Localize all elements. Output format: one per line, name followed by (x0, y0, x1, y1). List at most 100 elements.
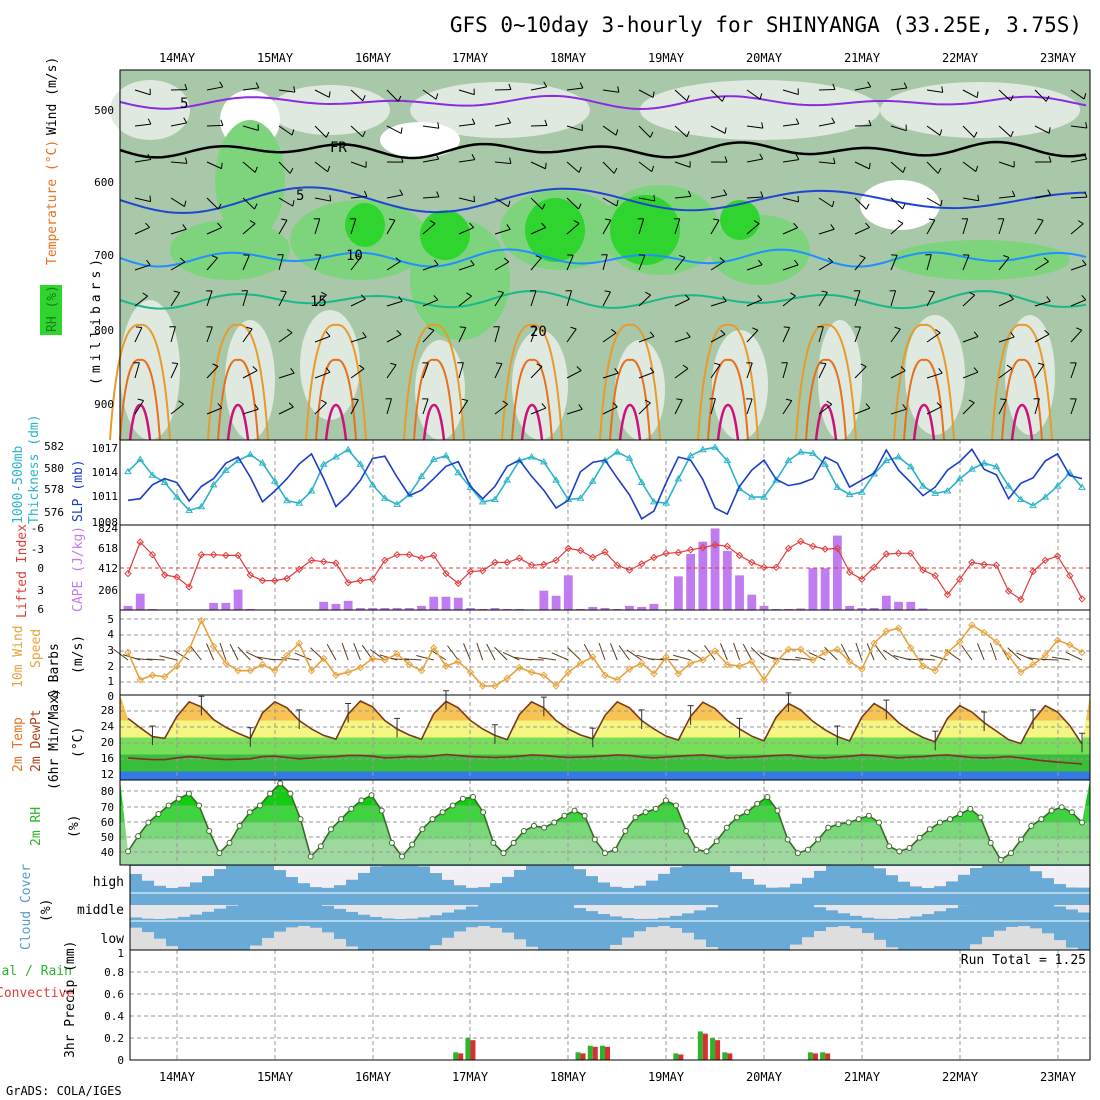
wind-barb (566, 125, 583, 132)
precip-total-bar (600, 1045, 605, 1060)
wind-barb (551, 652, 569, 661)
rh-contour (420, 210, 470, 260)
wind-barb (494, 261, 510, 271)
wind-barb-flag (795, 154, 800, 160)
wind-barb-flag (1048, 156, 1052, 163)
cloud-middle-gap (898, 905, 910, 919)
wind-barb-flag (320, 399, 327, 404)
rh-point (216, 850, 223, 857)
rh-point (987, 839, 994, 846)
cloud-low-gap (634, 931, 646, 950)
wind-barb (710, 398, 716, 415)
thickness-point (760, 493, 768, 500)
rh-point (967, 805, 974, 812)
cloud-low-gap (1006, 926, 1018, 950)
wind-barb (361, 644, 374, 661)
wind-barb (353, 643, 361, 661)
wind-barb (638, 89, 654, 98)
wind-barb-flag (390, 362, 397, 366)
wind-barb (566, 328, 577, 343)
wind-barb-flag (578, 203, 582, 210)
temperature-contour (599, 323, 661, 441)
temperature-contour (814, 403, 838, 441)
wind-barb (1070, 362, 1077, 379)
temperature-contour (520, 403, 544, 441)
wind-barb-flag (352, 398, 359, 401)
date-label: 15MAY (257, 51, 294, 65)
thickness-point (637, 478, 646, 485)
cloud-middle-gap (814, 905, 826, 908)
wind-barb (602, 291, 611, 307)
wind-barb (854, 326, 861, 343)
wind-barb (206, 326, 213, 343)
rh-point (470, 794, 477, 800)
date-label: 21MAY (844, 51, 881, 65)
rh-point (784, 836, 791, 843)
wind-barb (242, 161, 256, 173)
lifted-index-point (332, 559, 340, 567)
wind-barb (494, 122, 511, 127)
wind-barb-flag (686, 95, 690, 101)
cloud-low-gap (862, 933, 874, 950)
wind-barb (687, 649, 704, 661)
cloud-low-gap (802, 937, 814, 950)
cape-bar (233, 589, 243, 610)
wind-barb (458, 123, 475, 127)
wind-speed-point (393, 650, 401, 658)
cape-bar (845, 605, 855, 610)
wind-barb-flag (720, 329, 726, 335)
wind-barb (369, 649, 386, 661)
lifted-index-point (307, 556, 316, 565)
cloud-low-gap (874, 939, 886, 950)
rh-tick: 50 (101, 831, 114, 844)
lifted-index-point (344, 578, 352, 587)
cape-bar (735, 575, 744, 610)
lifted-index-point (735, 551, 744, 560)
wind-barb-flag (612, 402, 618, 408)
wind-barb (476, 642, 484, 661)
wind-barb-flag (969, 291, 975, 296)
lifted-index-point (430, 551, 438, 560)
wind-barb-flag (179, 257, 186, 263)
wind-barb-flag (221, 162, 223, 169)
thickness-point (821, 460, 830, 467)
precip-rain-bar (702, 1033, 708, 1060)
bottom-date-axis: 14MAY 15MAY 16MAY 17MAY 18MAY 19MAY 20MAY 21MAY… (159, 1070, 1077, 1084)
cloud-middle-gap (574, 905, 586, 909)
wind-speed-point (1017, 668, 1025, 676)
cloud-middle-gap (658, 905, 670, 918)
rh-point (662, 797, 669, 804)
wind-barb (782, 658, 801, 661)
wind-barb (134, 197, 151, 203)
thickness-point (160, 478, 169, 485)
cloud-high-gap (454, 866, 466, 886)
lifted-index-point (576, 546, 585, 555)
rh-point (226, 839, 233, 846)
lifted-index-point (870, 563, 878, 572)
cloud-middle-gap (946, 905, 958, 909)
lifted-index-point (185, 583, 193, 591)
slp-tick: 1014 (92, 466, 119, 479)
precip-rain-bar (458, 1053, 464, 1060)
cloud-middle-gap (454, 905, 466, 910)
cloud-low-gap (1018, 926, 1030, 950)
wind-barb-flag (502, 400, 508, 405)
wind-barb (890, 223, 904, 235)
cape-tick: 206 (98, 584, 118, 597)
wind-barb-flag (362, 95, 366, 101)
date-label: 23MAY (1040, 51, 1077, 65)
wind-barb-flag (185, 157, 188, 164)
thickness-point (246, 450, 255, 458)
cloud-low-gap (130, 927, 142, 950)
wind-barb (602, 161, 615, 174)
wind-barb (386, 300, 403, 307)
cloud-middle-gap (1066, 905, 1078, 910)
wind-barb (782, 400, 793, 415)
wind-barb (883, 649, 899, 661)
precip-rain-bar (678, 1054, 684, 1060)
rh-point (459, 795, 466, 802)
wind-barb-flag (1081, 294, 1087, 301)
rh-axis-units: (%) (67, 815, 82, 838)
cloud-high-gap (502, 866, 514, 877)
cloud-low-gap (1066, 947, 1078, 950)
